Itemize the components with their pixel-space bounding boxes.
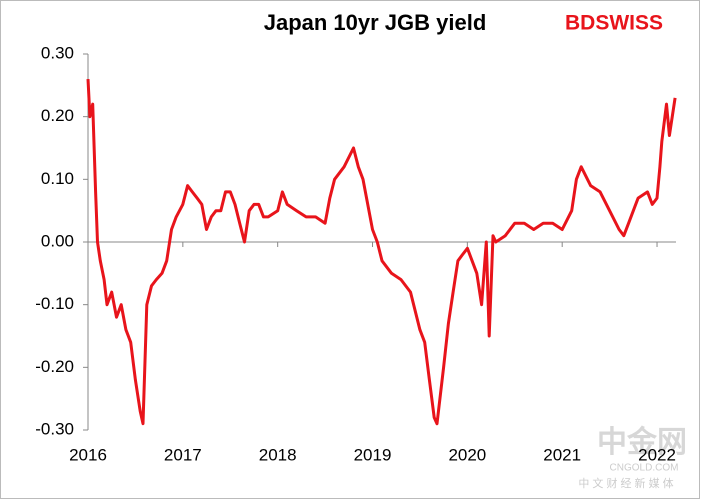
watermark: 中金网: [597, 425, 687, 459]
y-tick-label: 0.10: [41, 169, 74, 188]
x-tick-label: 2017: [164, 445, 202, 464]
x-tick-label: 2022: [638, 445, 676, 464]
chart-title: Japan 10yr JGB yield: [264, 10, 487, 35]
y-tick-label: -0.10: [35, 294, 74, 313]
y-tick-label: 0.00: [41, 231, 74, 250]
line: [86, 79, 677, 426]
x-tick-label: 2019: [354, 445, 392, 464]
watermark: CNGOLD.COM: [610, 463, 679, 474]
watermark: 中 文 财 经 新 媒 体: [578, 476, 673, 490]
y-tick-label: -0.30: [35, 419, 74, 438]
x-tick-label: 2021: [543, 445, 581, 464]
x-tick-label: 2020: [448, 445, 486, 464]
y-tick-label: 0.20: [41, 106, 74, 125]
x-tick-label: 2016: [69, 445, 107, 464]
y-tick-label: -0.20: [35, 357, 74, 376]
y-tick-label: 0.30: [41, 43, 74, 62]
logo: BDSWISS: [565, 12, 663, 35]
x-tick-label: 2018: [259, 445, 297, 464]
